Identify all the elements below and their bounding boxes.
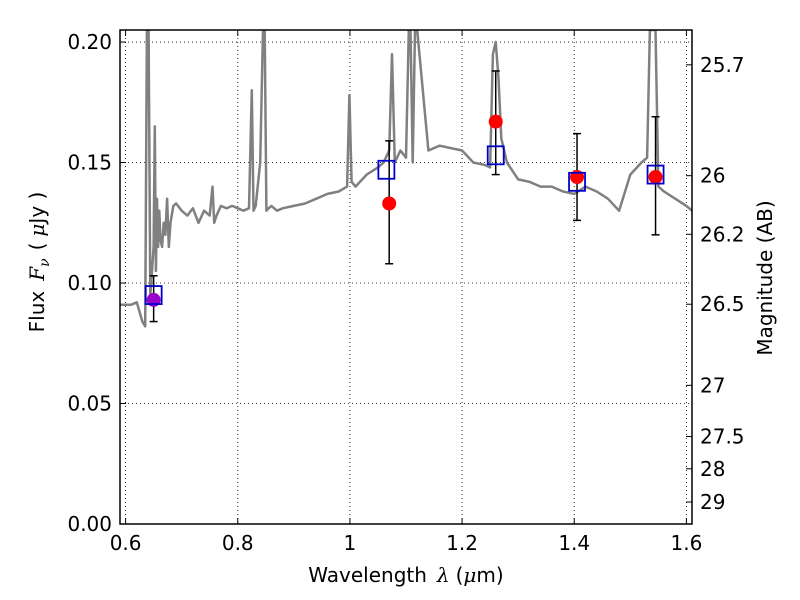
- y-axis-label-symbol: F: [25, 266, 49, 282]
- x-axis-label-unit-open: (: [456, 563, 464, 587]
- y-axis-label-text: Flux: [25, 291, 49, 333]
- y2-tick-label: 27.5: [700, 425, 745, 449]
- y-tick-label: 0.20: [67, 30, 112, 54]
- x-axis-label-unit-mu: μ: [463, 563, 476, 587]
- spectrum-series: [120, 30, 692, 328]
- y-tick-label: 0.05: [67, 392, 112, 416]
- x-tick-label: 0.6: [110, 531, 142, 555]
- x-tick-label: 1: [344, 531, 357, 555]
- observed-point: [648, 169, 663, 184]
- y-axis-label: Flux Fν ( μJy ): [25, 192, 53, 333]
- observed-point: [488, 114, 503, 129]
- observed-points-series: [146, 114, 663, 307]
- x-axis-label: Wavelength λ (μm): [308, 563, 503, 587]
- y-axis-label-unit-open: (: [25, 243, 49, 251]
- errorbar-series: [149, 70, 660, 323]
- model-box: [568, 171, 586, 192]
- y2-tick-label: 25.7: [700, 53, 745, 77]
- spectrum-line: [120, 30, 692, 328]
- y-tick-label: 0.15: [67, 151, 112, 175]
- y2-tick-label: 28: [700, 457, 725, 481]
- y2-tick-label: 26.2: [700, 222, 745, 246]
- plot-frame: [119, 29, 693, 525]
- x-tick-label: 1.6: [670, 531, 702, 555]
- x-tick-label: 1.2: [446, 531, 478, 555]
- y2-tick-label: 29: [700, 490, 725, 514]
- x-tick-label: 1.4: [558, 531, 590, 555]
- y-axis-label-unit-rest: Jy ): [25, 192, 49, 226]
- axis-ticks: 0.6 0.8 1 1.2 1.4 1.6 0.00 0.05 0.10 0.15 0.20 25.7…: [67, 30, 745, 555]
- y-tick-label: 0.10: [67, 271, 112, 295]
- y-axis-label-subscript: ν: [37, 258, 53, 267]
- model-box: [486, 145, 505, 166]
- y2-tick-label: 26: [700, 164, 725, 188]
- y-axis-label-unit-mu: μ: [25, 224, 49, 237]
- model-boxes-series: [144, 145, 665, 305]
- x-axis-label-text: Wavelength: [308, 563, 427, 587]
- model-box: [144, 285, 163, 305]
- x-axis-label-symbol: λ: [436, 563, 450, 587]
- x-axis-label-unit-rest: m): [476, 563, 503, 587]
- y2-axis-label: Magnitude (AB): [753, 200, 777, 355]
- observed-point: [382, 196, 397, 211]
- model-box: [377, 159, 396, 180]
- y2-tick-label: 27: [700, 373, 725, 397]
- y2-tick-label: 26.5: [700, 292, 745, 316]
- y-tick-label: 0.00: [67, 512, 112, 536]
- x-tick-label: 0.8: [222, 531, 254, 555]
- model-box: [646, 164, 665, 185]
